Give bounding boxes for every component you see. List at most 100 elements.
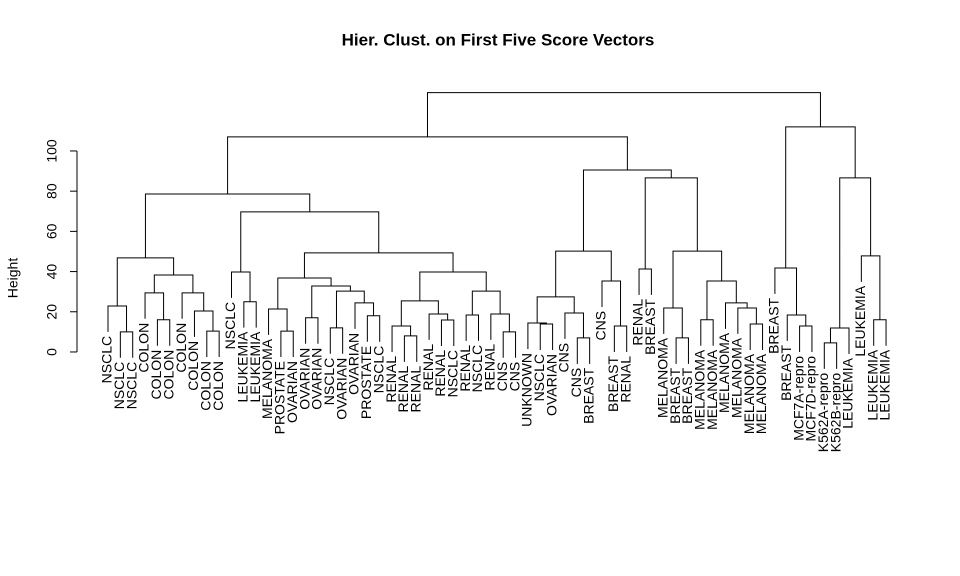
leaf-label: BREAST xyxy=(679,367,695,423)
leaf-label: MELANOMA xyxy=(753,353,769,434)
leaf-label: RENAL xyxy=(420,344,436,391)
leaf-label: RENAL xyxy=(482,344,498,391)
leaf-label: COLON xyxy=(160,350,176,400)
merge xyxy=(737,307,757,334)
y-tick-label: 100 xyxy=(44,139,60,163)
merge xyxy=(268,308,288,335)
leaf-label: CNS xyxy=(556,343,572,373)
merge xyxy=(311,285,351,318)
merge xyxy=(638,268,652,295)
leaf-label: LEUKEMIA xyxy=(247,331,263,402)
merge xyxy=(440,319,455,346)
y-tick-label: 60 xyxy=(44,223,60,239)
merge xyxy=(700,319,714,346)
leaf-label: OVARIAN xyxy=(309,348,325,410)
merge xyxy=(502,331,517,358)
merge xyxy=(663,307,683,338)
leaf-label: K562A-repro xyxy=(815,373,831,453)
leaf-label: PROSTATE xyxy=(272,361,288,434)
leaf-label: NSCLC xyxy=(222,302,238,349)
leaf-label: LEUKEMIA xyxy=(840,357,856,428)
merge xyxy=(601,280,622,327)
merge xyxy=(465,314,479,341)
y-axis-label: Height xyxy=(5,258,21,299)
leaf-label: NSCLC xyxy=(321,358,337,405)
leaf-label: COLON xyxy=(185,341,201,391)
leaf-label: COLON xyxy=(198,361,214,411)
leaf-label: NSCLC xyxy=(445,350,461,397)
merge xyxy=(672,250,723,308)
merge xyxy=(555,250,612,297)
leaf-label: CNS xyxy=(494,362,510,392)
merge xyxy=(539,323,554,350)
merge xyxy=(227,136,628,194)
merge xyxy=(706,280,737,320)
leaf-label: NSCLC xyxy=(370,346,386,393)
y-tick-label: 80 xyxy=(44,183,60,199)
y-tick-label: 0 xyxy=(44,348,60,356)
leaf-label: BREAST xyxy=(778,344,794,400)
merge xyxy=(144,292,165,320)
merge xyxy=(873,319,887,346)
leaf-label: COLON xyxy=(148,350,164,400)
merge xyxy=(116,257,175,306)
merge xyxy=(144,193,311,258)
merge xyxy=(725,302,748,329)
leaf-label: MCF7A-repro xyxy=(790,356,806,441)
leaf-label: COLON xyxy=(210,361,226,411)
leaf-label: BREAST xyxy=(667,367,683,423)
leaf-label: BREAST xyxy=(766,297,782,353)
leaf-label: LEUKEMIA xyxy=(852,285,868,356)
merge xyxy=(527,322,547,349)
leaf-label: RENAL xyxy=(457,345,473,392)
leaf-label: LEUKEMIA xyxy=(235,331,251,402)
merge xyxy=(335,290,365,328)
merge xyxy=(329,327,344,354)
merge xyxy=(582,169,672,252)
merge xyxy=(749,323,764,350)
leaf-label: MELANOMA xyxy=(692,349,708,430)
merge xyxy=(426,92,821,137)
merge xyxy=(428,313,449,340)
leaf-label: OVARIAN xyxy=(543,354,559,416)
chart-title: Hier. Clust. on First Five Score Vectors xyxy=(342,30,655,49)
leaf-label: CNS xyxy=(506,362,522,392)
leaf-label: MELANOMA xyxy=(716,332,732,413)
leaf-label: NSCLC xyxy=(111,362,127,409)
merge xyxy=(785,126,856,268)
merge xyxy=(823,342,838,369)
merge xyxy=(119,331,134,358)
leaf-label: MCF7D-repro xyxy=(803,356,819,442)
merge xyxy=(536,296,575,324)
leaf-label: MELANOMA xyxy=(704,349,720,430)
leaf-label: RENAL xyxy=(407,366,423,413)
merge xyxy=(240,211,380,272)
merge xyxy=(206,330,220,357)
merge xyxy=(799,325,813,352)
leaf-label: LEUKEMIA xyxy=(877,349,893,420)
merge xyxy=(613,325,628,352)
merge xyxy=(576,337,591,364)
y-tick-label: 40 xyxy=(44,264,60,280)
merge xyxy=(305,317,319,344)
merge xyxy=(675,337,689,364)
merge xyxy=(419,271,487,301)
merge xyxy=(644,177,698,269)
leaf-label: NSCLC xyxy=(123,362,139,409)
leaf-label: OVARIAN xyxy=(346,333,362,395)
leaf-label: BREAST xyxy=(580,367,596,423)
leaf-label: RENAL xyxy=(617,356,633,403)
leaf-label: RENAL xyxy=(395,366,411,413)
leaf-label: OVARIAN xyxy=(284,361,300,423)
merge xyxy=(564,312,584,339)
merge xyxy=(303,252,454,278)
merge xyxy=(366,315,381,342)
merge xyxy=(156,319,171,346)
leaf-label: MELANOMA xyxy=(654,337,670,418)
leaf-label: OVARIAN xyxy=(333,358,349,420)
leaf-label: COLON xyxy=(136,323,152,373)
leaf-label: LEUKEMIA xyxy=(864,349,880,420)
merge xyxy=(181,292,205,319)
